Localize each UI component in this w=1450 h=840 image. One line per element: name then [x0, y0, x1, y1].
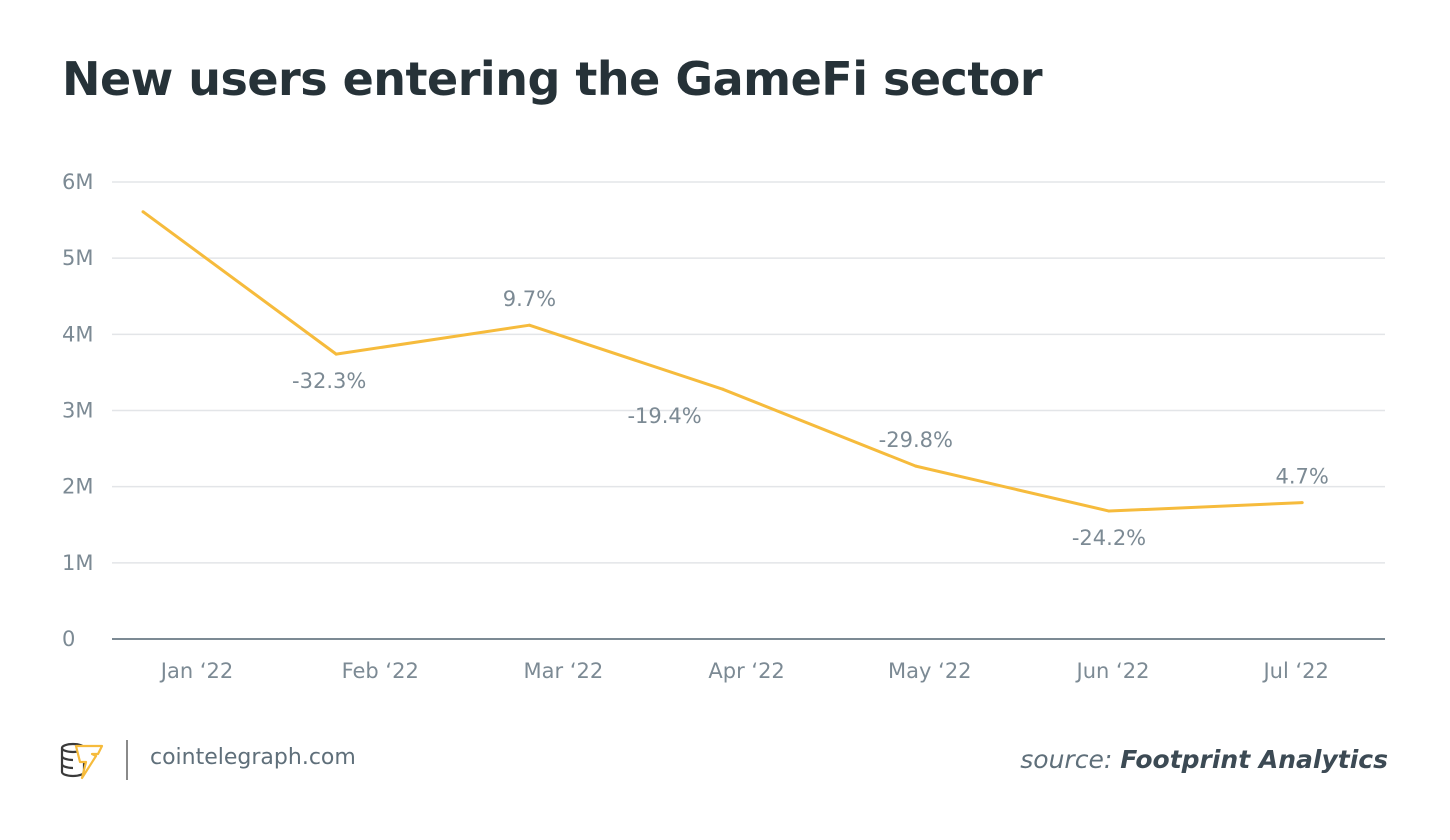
y-tick-label: 2M: [62, 475, 93, 499]
y-tick-label: 5M: [62, 246, 93, 270]
y-tick-label: 0: [62, 627, 75, 651]
x-tick-label: Jul ‘22: [1261, 659, 1328, 683]
data-label: -29.8%: [879, 428, 953, 452]
data-label: 9.7%: [503, 287, 556, 311]
x-tick-label: Apr ‘22: [708, 659, 784, 683]
source-prefix: source:: [1020, 745, 1113, 774]
y-tick-label: 1M: [62, 551, 93, 575]
data-label: 4.7%: [1276, 465, 1329, 489]
x-tick-label: Mar ‘22: [524, 659, 604, 683]
data-point: [1107, 509, 1111, 513]
x-tick-label: May ‘22: [888, 659, 972, 683]
source-name: Footprint Analytics: [1120, 745, 1388, 774]
x-tick-label: Feb ‘22: [342, 659, 419, 683]
data-label: -19.4%: [627, 404, 701, 428]
series-line: [142, 210, 1303, 513]
chart-title: New users entering the GameFi sector: [62, 52, 1043, 106]
x-tick-label: Jun ‘22: [1075, 659, 1150, 683]
data-point: [721, 387, 725, 391]
source-credit: source: Footprint Analytics: [1020, 745, 1388, 774]
footer-divider: [126, 740, 128, 780]
cointelegraph-logo-icon: [58, 740, 108, 787]
data-point: [527, 323, 531, 327]
footer-site: cointelegraph.com: [150, 745, 356, 770]
data-point: [334, 352, 338, 356]
data-label: -24.2%: [1072, 526, 1146, 550]
y-tick-label: 6M: [62, 170, 93, 194]
data-point: [1300, 501, 1304, 505]
data-label: -32.3%: [292, 369, 366, 393]
y-tick-label: 4M: [62, 322, 93, 346]
y-tick-label: 3M: [62, 399, 93, 423]
data-point: [914, 464, 918, 468]
x-tick-label: Jan ‘22: [159, 659, 233, 683]
data-point: [141, 210, 145, 214]
